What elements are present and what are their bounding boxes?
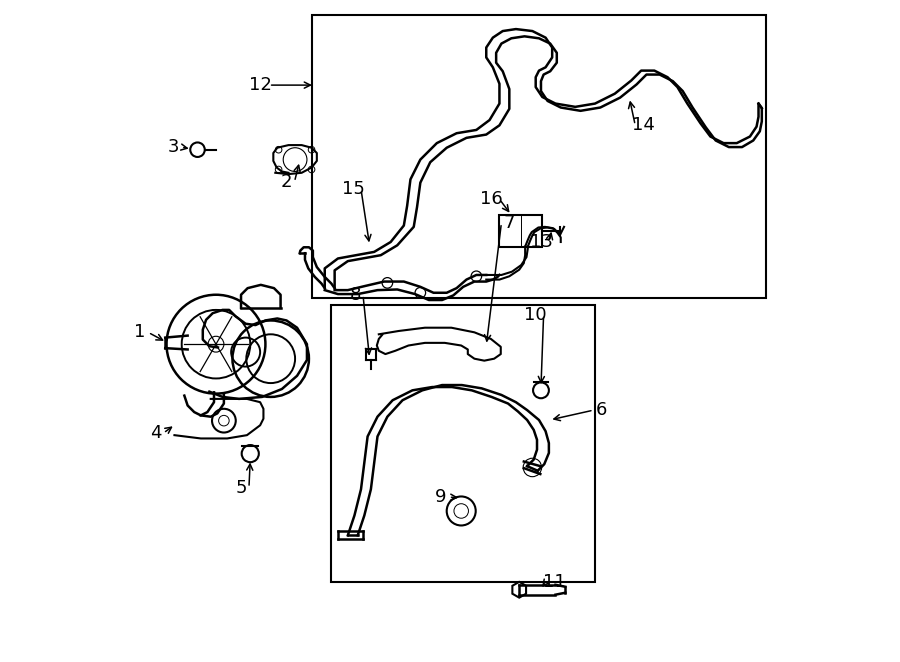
Text: 16: 16 — [481, 190, 503, 208]
Text: 12: 12 — [249, 76, 272, 94]
Text: 14: 14 — [632, 117, 654, 134]
Text: 2: 2 — [281, 173, 292, 191]
Text: 1: 1 — [134, 323, 146, 342]
Text: 7: 7 — [504, 214, 515, 232]
Text: 3: 3 — [167, 138, 179, 156]
Text: 4: 4 — [149, 424, 161, 442]
Text: 8: 8 — [349, 286, 361, 304]
Text: 15: 15 — [342, 180, 364, 198]
Text: 10: 10 — [525, 306, 547, 324]
Text: 13: 13 — [529, 233, 553, 251]
Text: 9: 9 — [435, 488, 446, 506]
Text: 11: 11 — [543, 573, 565, 591]
Text: 6: 6 — [596, 401, 608, 419]
Text: 5: 5 — [235, 479, 247, 497]
Circle shape — [208, 336, 224, 352]
